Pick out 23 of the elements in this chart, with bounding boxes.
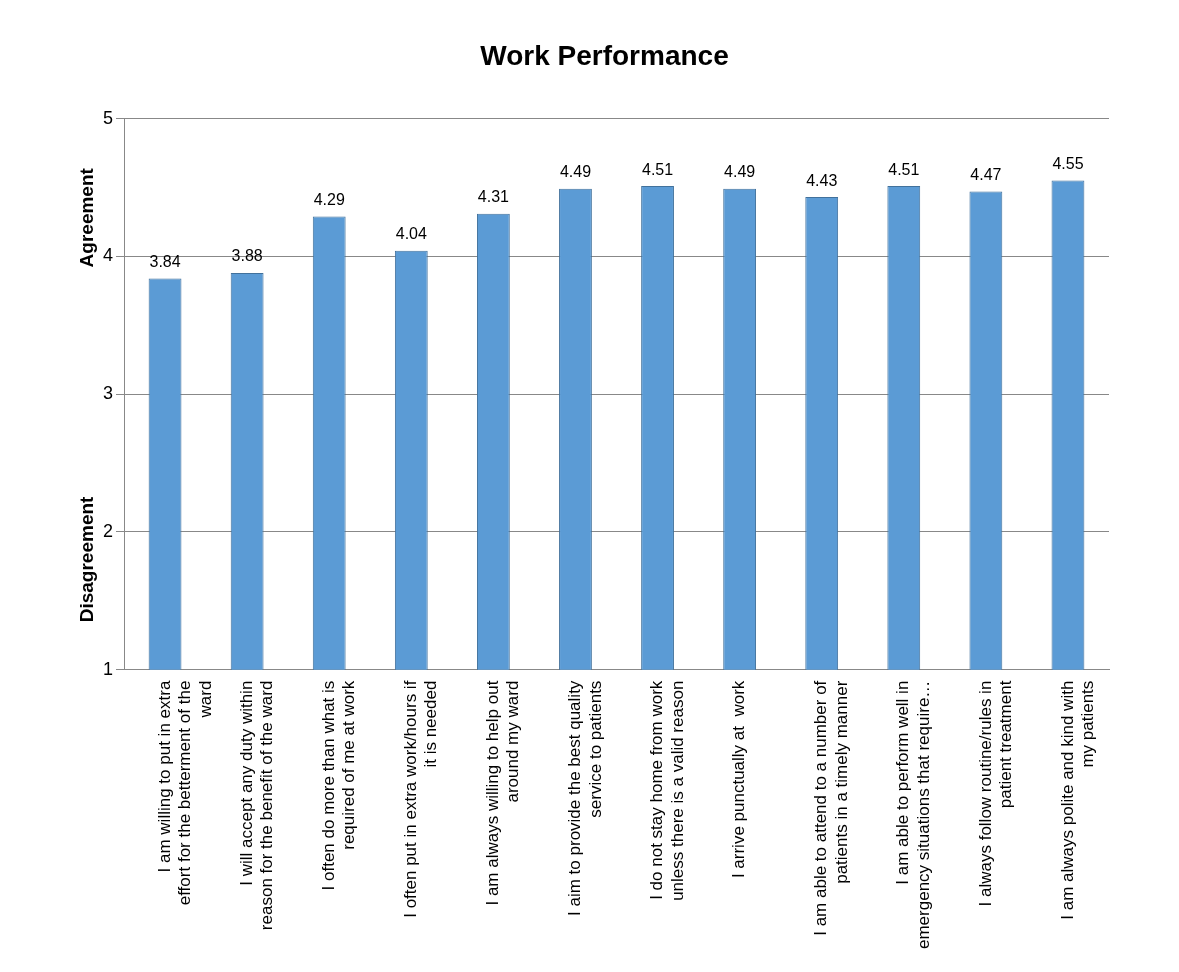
text: Agreement bbox=[76, 167, 98, 268]
data-label: 4.51 bbox=[641, 160, 674, 178]
chart-title: Work Performance bbox=[480, 39, 729, 71]
data-label: 4.49 bbox=[559, 163, 592, 181]
y-tick-label: 2 bbox=[103, 520, 114, 541]
data-label: 3.88 bbox=[231, 247, 263, 265]
y-tick-label: 5 bbox=[103, 107, 114, 128]
data-label: 4.31 bbox=[477, 188, 510, 206]
x-tick-label: I am willing to put in extra effort for the betterment of the ward bbox=[154, 680, 215, 906]
y-tick-label: 3 bbox=[103, 383, 114, 404]
data-label: 4.47 bbox=[970, 166, 1002, 184]
data-label: 4.04 bbox=[395, 225, 427, 243]
x-tick-label: I arrive punctually at work bbox=[729, 680, 749, 879]
data-label: 3.84 bbox=[149, 252, 181, 270]
y-tick-label: 4 bbox=[103, 245, 114, 266]
x-tick-label: I am able to perform well in emergency situations that require… bbox=[893, 680, 933, 949]
data-label: 4.43 bbox=[806, 171, 838, 189]
data-label: 4.51 bbox=[888, 160, 920, 178]
data-label: 4.29 bbox=[313, 190, 345, 208]
data-label: 4.55 bbox=[1052, 155, 1084, 172]
y-tick-label: 1 bbox=[103, 658, 114, 679]
data-label: 4.49 bbox=[724, 163, 756, 181]
text: Disagreement bbox=[76, 495, 98, 623]
